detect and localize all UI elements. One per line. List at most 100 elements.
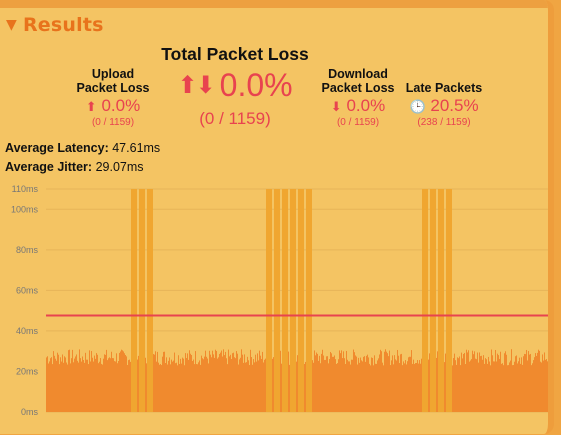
latency-bar xyxy=(370,365,371,412)
latency-bar xyxy=(75,356,76,412)
latency-bar xyxy=(395,359,396,412)
latency-bar xyxy=(184,365,185,412)
latency-bar xyxy=(214,357,215,412)
latency-bar xyxy=(461,352,462,412)
latency-bar xyxy=(341,350,342,412)
latency-bar xyxy=(209,350,210,412)
latency-bar xyxy=(346,350,347,412)
latency-bar xyxy=(345,363,346,412)
panel-header-bar xyxy=(0,0,548,8)
latency-bar xyxy=(326,356,327,412)
latency-bar xyxy=(280,350,281,412)
latency-bar xyxy=(77,360,78,412)
upload-label-line1: Upload xyxy=(91,67,135,81)
latency-bar xyxy=(138,355,139,412)
latency-bar xyxy=(210,354,211,412)
latency-bar xyxy=(93,361,94,412)
average-jitter-value: 29.07ms xyxy=(95,160,144,174)
latency-bar xyxy=(337,363,338,412)
latency-bar xyxy=(342,358,343,412)
results-section-toggle[interactable]: ▼ Results xyxy=(6,14,104,36)
latency-bar xyxy=(109,357,110,412)
latency-bar xyxy=(368,357,369,412)
latency-bar xyxy=(519,357,520,412)
latency-bar xyxy=(486,359,487,412)
latency-bar xyxy=(62,354,63,412)
latency-bar xyxy=(354,352,355,412)
latency-bar xyxy=(91,351,92,412)
latency-bar xyxy=(63,362,64,412)
latency-bar xyxy=(257,353,258,412)
latency-bar xyxy=(223,349,224,412)
latency-bar xyxy=(327,356,328,412)
latency-bar xyxy=(305,361,306,412)
latency-bar xyxy=(179,363,180,412)
latency-bar xyxy=(489,361,490,412)
latency-bar xyxy=(499,358,500,412)
latency-bar xyxy=(112,358,113,412)
latency-bar xyxy=(401,353,402,412)
latency-bar xyxy=(518,361,519,412)
latency-bar xyxy=(482,359,483,412)
latency-bar xyxy=(228,349,229,412)
latency-bar xyxy=(543,360,544,412)
latency-bar xyxy=(52,364,53,412)
latency-bar xyxy=(478,362,479,412)
latency-bar xyxy=(273,357,274,412)
latency-bar xyxy=(97,354,98,412)
latency-bar xyxy=(480,356,481,412)
latency-bar xyxy=(254,362,255,412)
latency-bar xyxy=(104,354,105,412)
download-label-line1: Download xyxy=(328,67,388,81)
latency-bar xyxy=(405,360,406,412)
latency-bar xyxy=(193,359,194,412)
latency-bar xyxy=(170,364,171,412)
latency-bar xyxy=(249,365,250,412)
latency-bar xyxy=(500,351,501,412)
latency-bar xyxy=(509,362,510,412)
latency-bar xyxy=(539,350,540,412)
latency-bar xyxy=(86,359,87,412)
latency-bar xyxy=(322,349,323,412)
latency-bar xyxy=(512,365,513,412)
latency-bar xyxy=(225,351,226,412)
total-packet-loss-stat: Total Packet Loss ⬆⬇ 0.0% (0 / 1159) xyxy=(150,44,320,129)
latency-bar xyxy=(453,358,454,412)
latency-bar xyxy=(386,351,387,412)
latency-bar xyxy=(211,357,212,412)
latency-bar xyxy=(127,364,128,412)
latency-bar xyxy=(479,352,480,412)
spike-bar xyxy=(306,189,312,412)
latency-bar xyxy=(187,353,188,412)
upload-percent: 0.0% xyxy=(101,96,141,115)
latency-bar xyxy=(468,350,469,412)
latency-bar xyxy=(530,353,531,412)
latency-bar xyxy=(216,351,217,412)
latency-bar xyxy=(502,363,503,412)
latency-bar xyxy=(54,355,55,412)
latency-bar xyxy=(317,353,318,412)
latency-bar xyxy=(418,363,419,412)
latency-bar xyxy=(95,358,96,412)
latency-bar xyxy=(212,350,213,412)
latency-bar xyxy=(394,355,395,412)
latency-bar xyxy=(58,354,59,412)
latency-bar xyxy=(102,364,103,412)
latency-bar xyxy=(378,358,379,412)
latency-bar xyxy=(465,364,466,412)
latency-bar xyxy=(76,354,77,412)
latency-bar xyxy=(251,357,252,412)
latency-bar xyxy=(366,355,367,412)
latency-bar xyxy=(496,361,497,412)
latency-bar xyxy=(78,362,79,412)
latency-bar xyxy=(130,361,131,412)
latency-bar xyxy=(65,357,66,412)
spike-bar xyxy=(430,189,436,412)
latency-bar xyxy=(334,355,335,412)
up-down-arrows-icon: ⬆⬇ xyxy=(177,72,215,99)
spike-bar xyxy=(446,189,452,412)
latency-bar xyxy=(235,358,236,412)
latency-bar xyxy=(122,350,123,412)
latency-bar xyxy=(119,352,120,412)
